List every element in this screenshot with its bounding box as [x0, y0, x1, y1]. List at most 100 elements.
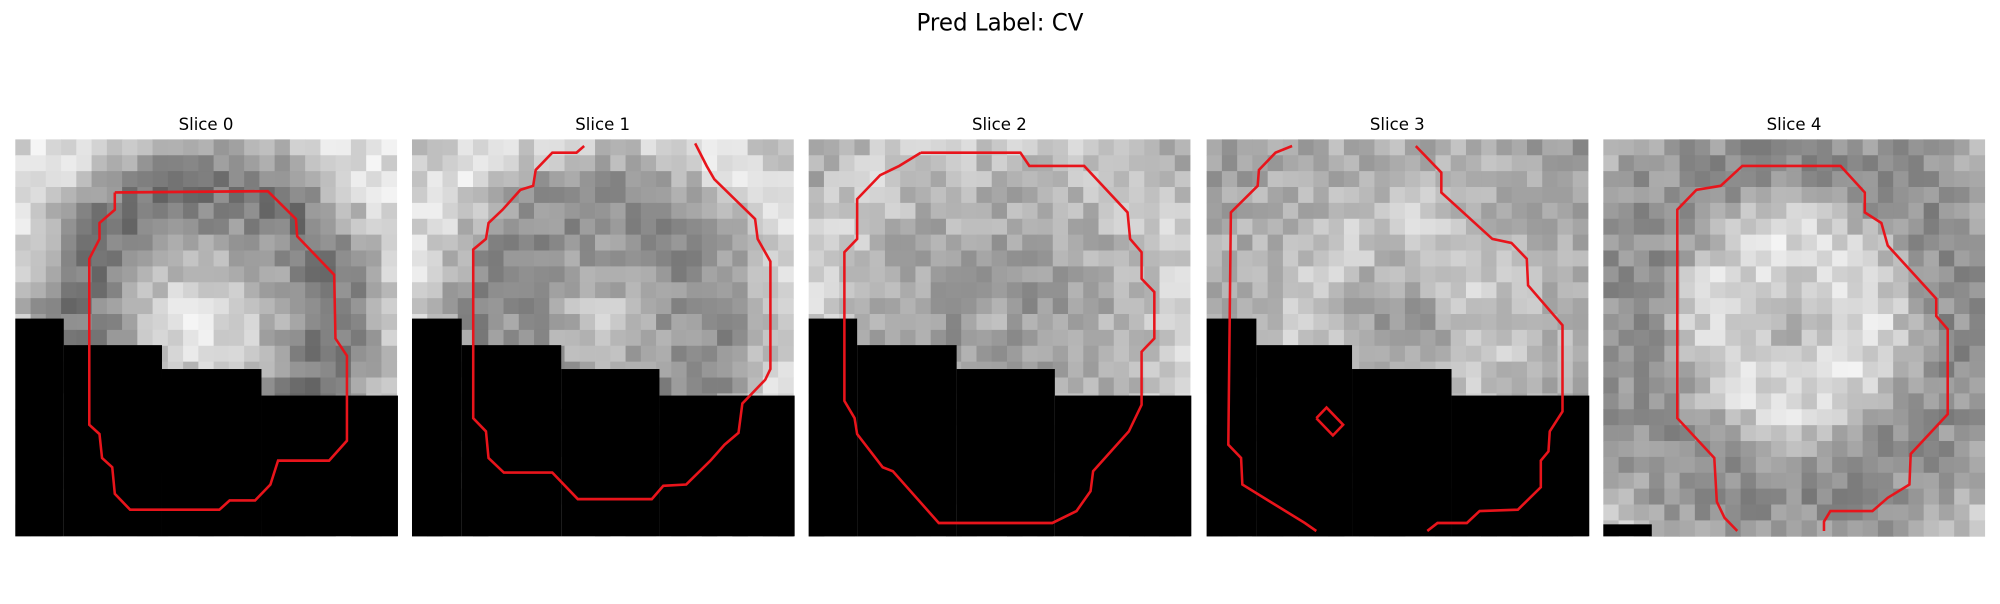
- pixel: [1465, 345, 1482, 363]
- pixel: [1159, 139, 1176, 156]
- pixel: [534, 329, 550, 347]
- pixel: [884, 202, 901, 220]
- pixel: [350, 314, 367, 331]
- pixel: [1404, 250, 1421, 267]
- pixel: [1877, 345, 1894, 363]
- pixel: [549, 250, 565, 267]
- pixel: [1572, 155, 1589, 172]
- pixel: [1252, 250, 1269, 267]
- pixel: [1954, 139, 1970, 156]
- pixel: [991, 266, 1008, 283]
- pixel: [1649, 282, 1665, 299]
- pixel: [1862, 393, 1879, 410]
- pixel: [1755, 266, 1772, 283]
- pixel: [1450, 314, 1467, 331]
- pixel: [30, 266, 47, 283]
- pixel: [884, 250, 901, 267]
- pixel: [686, 250, 703, 267]
- pixel: [1298, 218, 1314, 236]
- pixel: [1496, 345, 1513, 363]
- pixel: [473, 139, 489, 156]
- pixel: [335, 314, 352, 331]
- pixel: [1420, 218, 1436, 236]
- pixel: [1144, 139, 1160, 156]
- pixel: [854, 282, 871, 299]
- pixel: [1771, 472, 1787, 490]
- pixel: [1022, 250, 1038, 267]
- pixel: [106, 266, 123, 283]
- panel-title: Slice 4: [1767, 114, 1822, 134]
- pixel: [137, 139, 153, 156]
- pixel: [976, 155, 993, 172]
- pixel: [1786, 504, 1803, 521]
- pixel: [213, 187, 230, 204]
- pixel: [381, 266, 398, 283]
- pixel: [1006, 345, 1023, 363]
- pixel: [1816, 187, 1833, 204]
- pixel: [610, 345, 626, 363]
- pixel: [198, 345, 215, 363]
- pixel: [1465, 234, 1482, 251]
- pixel: [1679, 155, 1696, 172]
- pixel: [1694, 329, 1711, 347]
- pixel: [1328, 202, 1345, 220]
- pixel: [1113, 250, 1130, 267]
- pixel: [961, 329, 977, 347]
- pixel: [1633, 345, 1650, 363]
- pixel: [1282, 329, 1299, 347]
- pixel: [610, 218, 626, 236]
- pixel: [15, 139, 31, 156]
- pixel: [1159, 345, 1176, 363]
- pixel: [1969, 504, 1986, 521]
- pixel: [1481, 282, 1497, 299]
- pixel: [335, 377, 352, 394]
- pixel: [564, 187, 581, 204]
- pixel: [61, 329, 77, 347]
- pixel: [76, 218, 92, 236]
- pixel: [1938, 520, 1955, 537]
- pixel: [213, 171, 230, 188]
- pixel: [1542, 139, 1558, 156]
- pixel: [1618, 377, 1635, 394]
- pixel: [1542, 155, 1558, 172]
- pixel: [473, 155, 489, 172]
- pixel: [1649, 377, 1665, 394]
- pixel: [1633, 171, 1650, 188]
- pixel: [1113, 329, 1130, 347]
- pixel: [1877, 472, 1894, 490]
- pixel: [152, 234, 169, 251]
- pixel: [1969, 314, 1986, 331]
- pixel: [640, 155, 657, 172]
- pixel: [45, 298, 62, 315]
- pixel: [427, 155, 443, 172]
- pixel: [259, 282, 276, 299]
- pixel: [1557, 155, 1574, 172]
- pixel: [122, 298, 138, 315]
- pixel: [1237, 298, 1253, 315]
- pixel: [1374, 282, 1391, 299]
- pixel: [152, 266, 169, 283]
- pixel: [595, 329, 611, 347]
- pixel: [1098, 329, 1115, 347]
- pixel: [1252, 139, 1269, 156]
- pixel: [1481, 187, 1497, 204]
- pixel: [1938, 298, 1955, 315]
- pixel: [1786, 488, 1803, 505]
- pixel: [1022, 329, 1038, 347]
- pixel: [1755, 441, 1772, 458]
- pixel: [1252, 218, 1269, 236]
- pixel: [1801, 250, 1818, 267]
- pixel: [640, 329, 657, 347]
- pixel: [1083, 314, 1099, 331]
- pixel: [1159, 250, 1176, 267]
- pixel: [839, 171, 855, 188]
- pixel: [1113, 139, 1130, 156]
- pixel: [457, 139, 474, 156]
- pixel: [579, 187, 596, 204]
- pixel: [1740, 266, 1757, 283]
- pixel: [1740, 504, 1757, 521]
- pixel: [1496, 314, 1513, 331]
- pixel: [183, 314, 199, 331]
- pixel: [381, 139, 398, 156]
- pixel: [167, 202, 184, 220]
